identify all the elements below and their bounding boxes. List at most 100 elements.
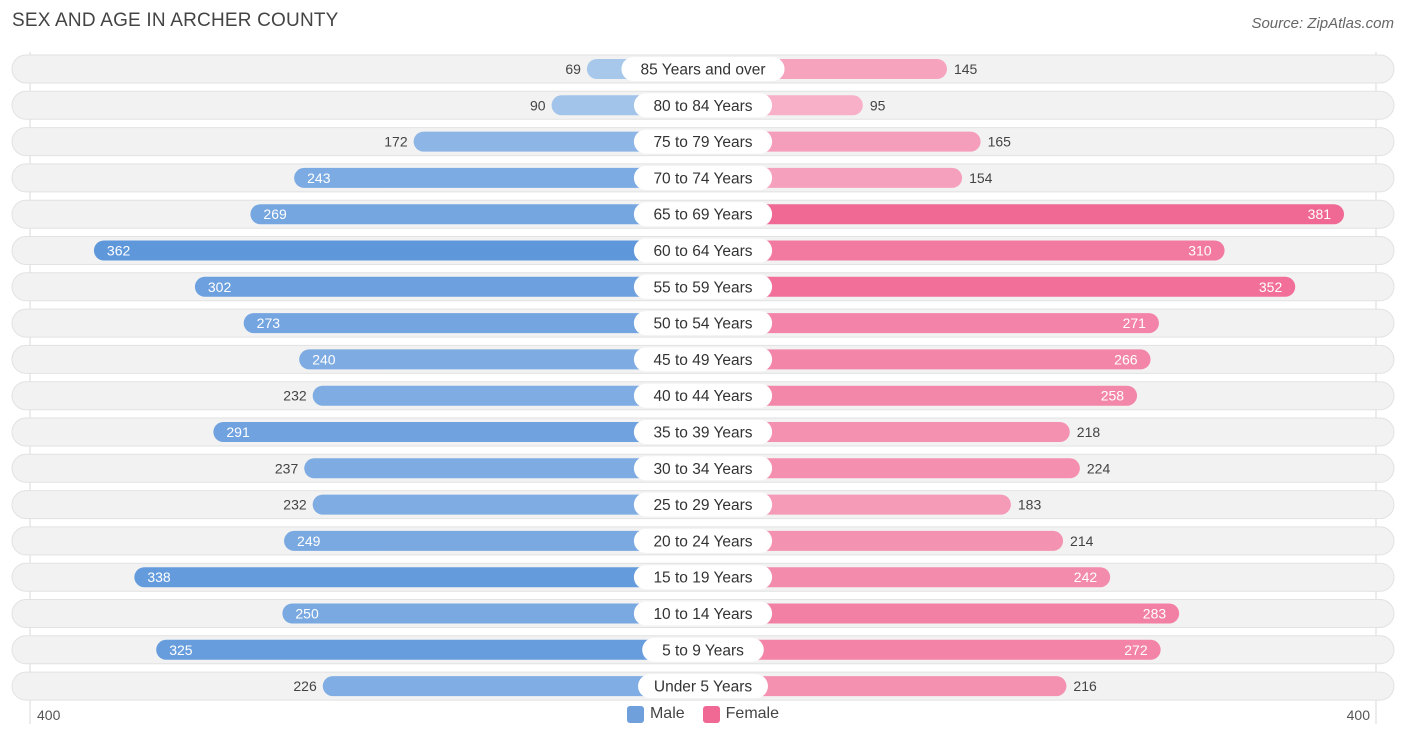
male-value-label: 273 <box>257 315 281 331</box>
female-value-label: 258 <box>1101 388 1125 404</box>
male-value-label: 232 <box>283 388 307 404</box>
category-pill <box>633 420 773 444</box>
male-value-label: 302 <box>208 279 232 295</box>
male-bar <box>134 567 703 588</box>
female-value-label: 352 <box>1259 279 1283 295</box>
category-label: 60 to 64 Years <box>653 243 752 260</box>
female-value-label: 310 <box>1188 243 1212 259</box>
category-pill <box>633 456 773 481</box>
female-bar <box>703 603 1180 624</box>
male-bar <box>156 639 703 660</box>
female-bar <box>703 530 1064 551</box>
category-label: 45 to 49 Years <box>653 352 752 369</box>
female-bar <box>703 131 981 152</box>
male-value-label: 243 <box>307 170 331 186</box>
male-bar <box>250 204 703 225</box>
female-bar <box>703 567 1111 588</box>
female-value-label: 95 <box>870 97 886 113</box>
male-value-label: 250 <box>295 606 319 622</box>
category-pill <box>633 311 773 336</box>
female-bar <box>703 639 1161 660</box>
male-value-label: 325 <box>169 642 193 658</box>
legend-label-male: Male <box>649 705 685 722</box>
category-pill <box>633 129 773 154</box>
female-bar <box>703 204 1345 225</box>
female-bar <box>703 422 1070 442</box>
category-label: 35 to 39 Years <box>653 425 752 442</box>
male-value-label: 69 <box>565 61 581 77</box>
female-value-label: 218 <box>1077 424 1101 440</box>
category-label: 55 to 59 Years <box>653 279 752 296</box>
legend-swatch-female <box>702 705 720 723</box>
chart-title: SEX AND AGE IN ARCHER COUNTY <box>12 10 339 31</box>
male-bar <box>93 240 703 261</box>
category-label: 40 to 44 Years <box>653 388 752 405</box>
male-bar <box>299 349 703 370</box>
female-value-label: 216 <box>1073 678 1097 694</box>
category-pill <box>633 202 773 227</box>
category-label: 25 to 29 Years <box>653 497 752 514</box>
male-bar <box>294 167 703 188</box>
male-bar <box>322 676 703 697</box>
male-bar <box>243 313 704 334</box>
female-value-label: 242 <box>1074 569 1098 585</box>
category-pill <box>638 674 768 699</box>
female-value-label: 145 <box>954 61 978 77</box>
female-value-label: 224 <box>1087 460 1111 476</box>
male-bar <box>312 385 703 406</box>
category-label: 5 to 9 Years <box>662 642 744 659</box>
axis-right-label: 400 <box>1346 707 1370 723</box>
category-label: 75 to 79 Years <box>653 134 752 151</box>
axis-left-label: 400 <box>37 707 61 723</box>
category-label: 50 to 54 Years <box>653 316 752 333</box>
male-bar <box>413 131 703 152</box>
male-value-label: 172 <box>384 134 408 150</box>
female-value-label: 165 <box>988 134 1012 150</box>
male-bar <box>284 530 703 551</box>
male-bar <box>304 458 703 479</box>
category-label: Under 5 Years <box>654 679 752 696</box>
male-value-label: 232 <box>283 497 307 513</box>
category-pill <box>633 93 773 118</box>
category-label: 20 to 24 Years <box>653 533 752 550</box>
male-value-label: 90 <box>530 97 546 113</box>
female-bar <box>703 385 1138 406</box>
category-pill <box>642 637 764 662</box>
legend-label-female: Female <box>725 705 780 722</box>
category-pill <box>633 565 773 590</box>
female-bar <box>703 676 1067 697</box>
male-bar <box>213 422 703 442</box>
legend-item-male[interactable]: Male <box>626 705 685 723</box>
female-value-label: 272 <box>1124 642 1148 658</box>
male-bar <box>194 276 703 297</box>
female-value-label: 183 <box>1018 497 1042 513</box>
source-credit: Source: ZipAtlas.com <box>1251 15 1394 32</box>
category-label: 65 to 69 Years <box>653 207 752 224</box>
category-pill <box>633 238 773 263</box>
category-label: 85 Years and over <box>641 62 766 79</box>
female-value-label: 154 <box>969 170 993 186</box>
male-bar <box>312 494 703 515</box>
category-pill <box>621 57 785 81</box>
legend-swatch-male <box>626 705 644 723</box>
female-bar <box>703 313 1159 334</box>
female-bar <box>703 276 1296 297</box>
male-value-label: 291 <box>226 424 250 440</box>
male-value-label: 362 <box>107 243 131 259</box>
category-pill <box>633 601 773 626</box>
category-pill <box>633 347 773 372</box>
male-value-label: 269 <box>263 206 287 222</box>
male-value-label: 226 <box>293 678 317 694</box>
female-bar <box>703 349 1151 370</box>
legend-item-female[interactable]: Female <box>702 705 780 723</box>
female-bar <box>703 494 1011 515</box>
female-value-label: 271 <box>1123 315 1147 331</box>
category-pill <box>633 274 773 299</box>
female-value-label: 283 <box>1143 606 1167 622</box>
category-label: 80 to 84 Years <box>653 98 752 115</box>
category-pill <box>633 492 773 517</box>
male-value-label: 338 <box>147 569 171 585</box>
male-value-label: 249 <box>297 533 321 549</box>
legend: Male Female <box>0 705 1406 723</box>
